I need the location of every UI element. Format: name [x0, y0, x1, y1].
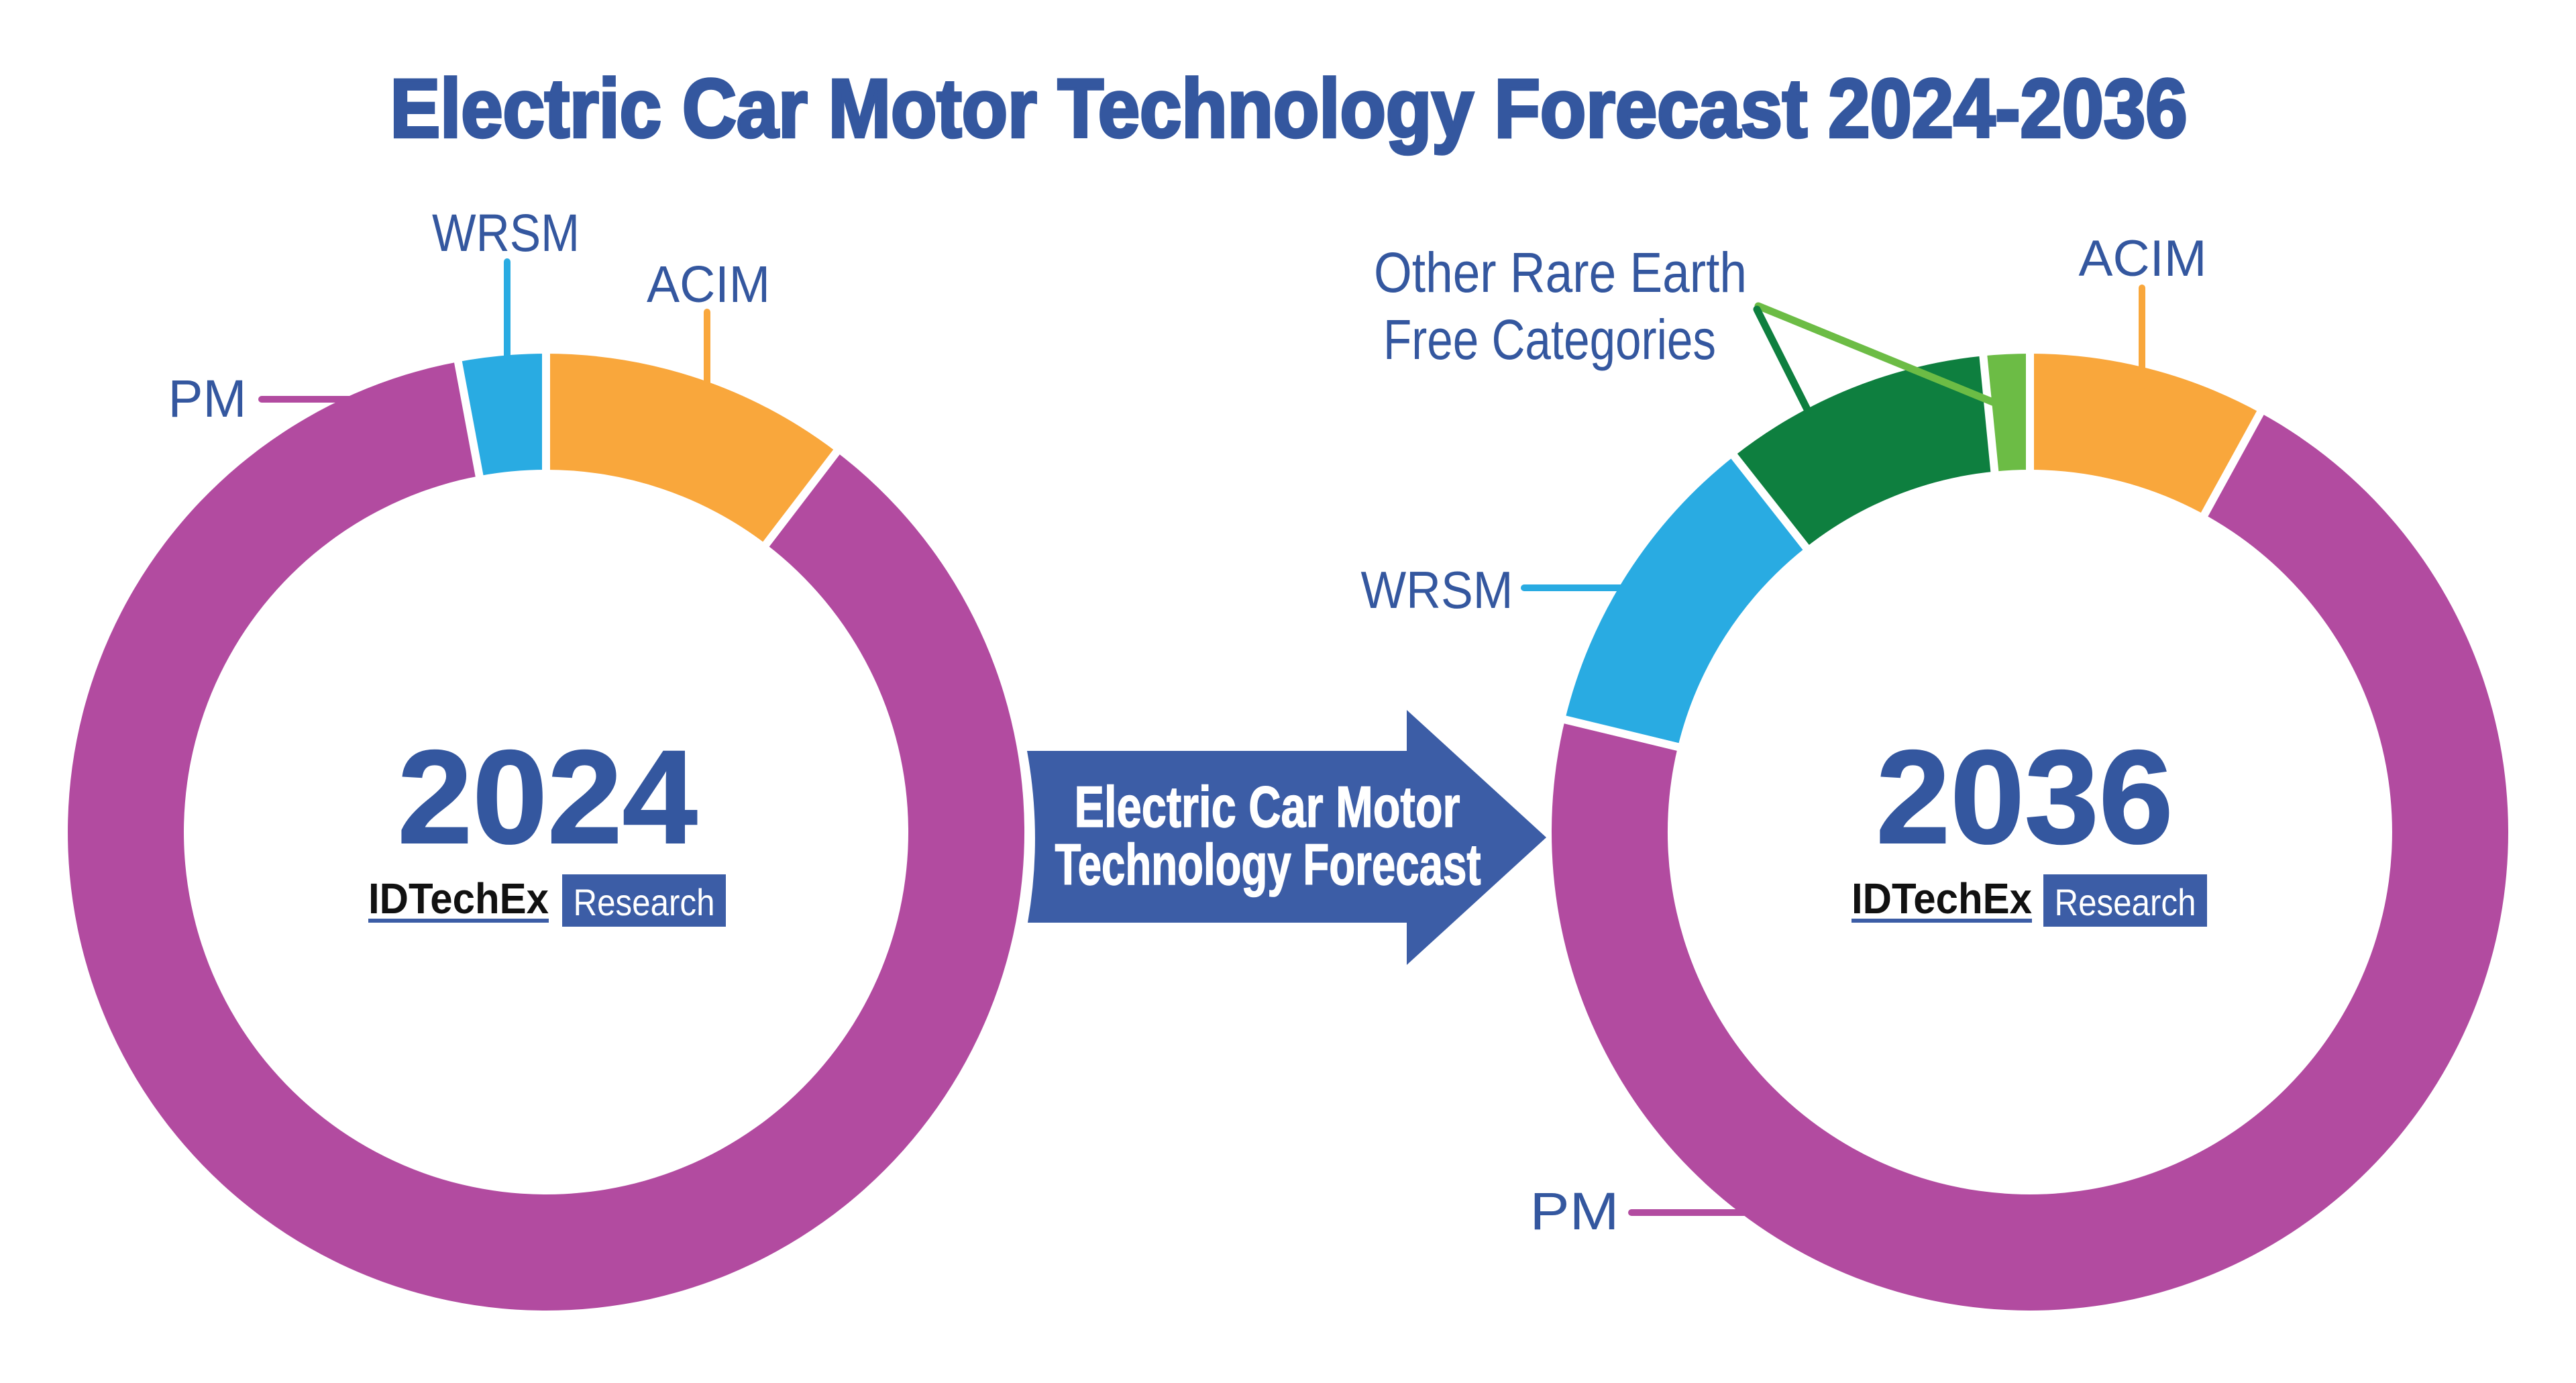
svg-text:Research: Research	[2055, 881, 2196, 923]
svg-text:Technology Forecast: Technology Forecast	[1055, 833, 1481, 897]
svg-text:2024: 2024	[398, 723, 698, 871]
svg-text:2036: 2036	[1876, 723, 2174, 871]
svg-text:Electric Car Motor Technology: Electric Car Motor Technology Forecast 2…	[390, 63, 2188, 155]
svg-text:ACIM: ACIM	[647, 256, 770, 313]
svg-text:Free Categories: Free Categories	[1383, 308, 1716, 371]
svg-text:WRSM: WRSM	[1361, 560, 1513, 619]
svg-text:Other Rare Earth: Other Rare Earth	[1374, 241, 1747, 304]
svg-text:IDTechEx: IDTechEx	[368, 874, 549, 923]
svg-text:WRSM: WRSM	[432, 203, 580, 262]
svg-text:IDTechEx: IDTechEx	[1851, 874, 2032, 923]
svg-text:PM: PM	[1530, 1181, 1619, 1241]
svg-text:Research: Research	[574, 881, 715, 923]
svg-text:PM: PM	[168, 368, 247, 428]
svg-text:ACIM: ACIM	[2079, 230, 2207, 287]
svg-text:Electric Car Motor: Electric Car Motor	[1075, 775, 1460, 839]
